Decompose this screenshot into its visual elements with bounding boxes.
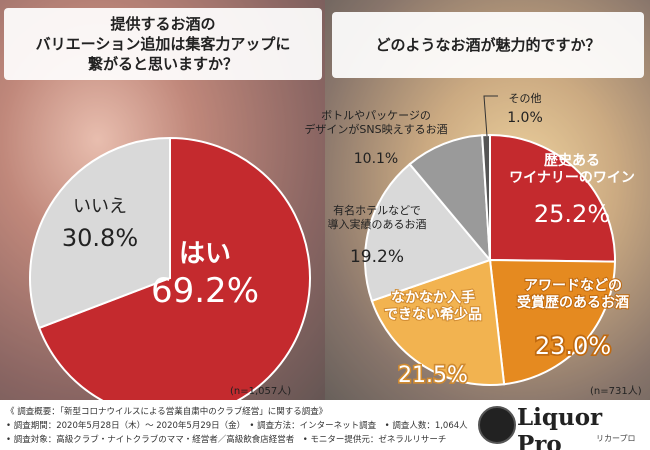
- slice-label: できない希少品: [384, 306, 482, 323]
- slice-label: いいえ: [73, 196, 127, 217]
- slice-label: 有名ホテルなどで: [333, 203, 421, 217]
- logo-text: Liquor Pro: [517, 404, 603, 450]
- slice-value-label: 23.0%: [535, 332, 611, 360]
- slice-label: その他: [509, 92, 542, 105]
- slice-label: 受賞歴のあるお酒: [517, 294, 629, 311]
- question-1-line: バリエーション追加は集客力アップに: [35, 35, 291, 53]
- pie-slice: [481, 133, 491, 261]
- slice-value-label: 25.2%: [534, 200, 610, 228]
- slice-label: はい: [179, 239, 231, 269]
- survey-title: 《 調査概要：「新型コロナウイルスによる営業自粛中のクラブ経営」に関する調査》: [6, 407, 328, 417]
- pie-slice: [489, 133, 616, 263]
- footer: 《 調査概要：「新型コロナウイルスによる営業自粛中のクラブ経営」に関する調査》 …: [0, 400, 650, 450]
- pie-slice: [408, 134, 492, 263]
- liquor-pro-logo-icon: [478, 406, 516, 444]
- survey-line: • 調査対象：高級クラブ・ナイトクラブのママ・経営者／高級飲食店経営者 • モニ…: [6, 435, 447, 445]
- logo-subtext: リカープロ: [596, 434, 636, 443]
- slice-value-label: 21.5%: [398, 363, 468, 388]
- slice-label: デザインがSNS映えするお酒: [304, 122, 447, 136]
- question-2-box: どのようなお酒が魅力的ですか？: [332, 12, 644, 78]
- slice-label: なかなか入手: [391, 289, 475, 306]
- survey-line: • 調査期間：2020年5月28日（木）～ 2020年5月29日（金） • 調査…: [6, 421, 468, 431]
- slice-value-label: 30.8%: [62, 224, 138, 252]
- slice-value-label: 1.0%: [507, 110, 543, 126]
- question-2-text: どのようなお酒が魅力的ですか？: [375, 36, 601, 54]
- pie-slice: [488, 258, 617, 386]
- slice-label: 歴史ある: [544, 153, 600, 169]
- leader-line: [483, 95, 498, 137]
- slice-label: アワードなどの: [524, 278, 622, 294]
- question-1-line: 繋がると思いますか？: [87, 55, 238, 73]
- pie-slice: [370, 258, 506, 386]
- slice-label: ワイナリーのワイン: [509, 170, 635, 186]
- n-label-chart-2: (n=731人): [590, 386, 642, 397]
- slice-label: 導入実績のあるお酒: [328, 217, 427, 231]
- question-1-box: 提供するお酒の バリエーション追加は集客力アップに 繋がると思いますか？: [4, 8, 322, 80]
- question-1-line: 提供するお酒の: [110, 15, 216, 33]
- slice-value-label: 69.2%: [151, 271, 259, 311]
- slice-label: ボトルやパッケージの: [321, 109, 431, 122]
- n-label-chart-1: (n=1,057人): [230, 386, 292, 397]
- slice-value-label: 10.1%: [354, 151, 398, 167]
- pie-slice: [37, 136, 311, 400]
- slice-value-label: 19.2%: [350, 247, 404, 267]
- pie-slice: [364, 162, 492, 303]
- pie-slice: [29, 136, 171, 330]
